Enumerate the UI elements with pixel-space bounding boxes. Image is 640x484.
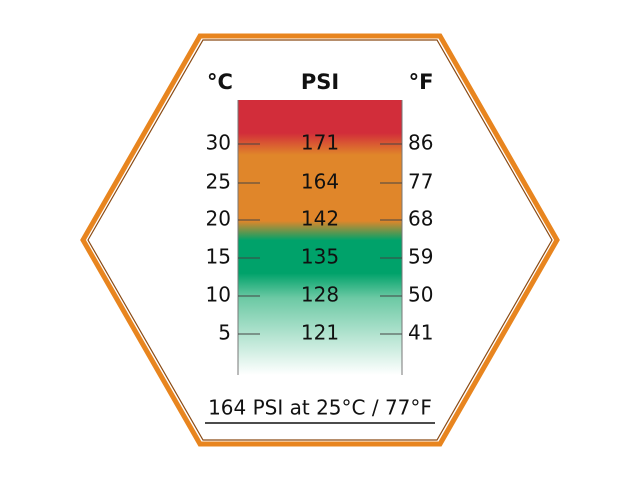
fahrenheit-value: 50 bbox=[408, 283, 433, 307]
celsius-value: 10 bbox=[206, 283, 231, 307]
psi-value: 164 bbox=[301, 170, 339, 194]
celsius-value: 20 bbox=[206, 207, 231, 231]
celsius-value: 5 bbox=[218, 321, 231, 345]
fahrenheit-value: 59 bbox=[408, 245, 433, 269]
psi-value: 171 bbox=[301, 131, 339, 155]
caption: 164 PSI at 25°C / 77°F bbox=[208, 396, 432, 420]
celsius-value: 30 bbox=[206, 131, 231, 155]
psi-value: 128 bbox=[301, 283, 339, 307]
fahrenheit-value: 41 bbox=[408, 321, 433, 345]
psi-value: 135 bbox=[301, 245, 339, 269]
header-psi: PSI bbox=[301, 70, 339, 94]
fahrenheit-value: 86 bbox=[408, 131, 433, 155]
fahrenheit-value: 68 bbox=[408, 207, 433, 231]
pressure-band bbox=[238, 100, 402, 375]
celsius-value: 15 bbox=[206, 245, 231, 269]
hexagon-inner bbox=[87, 39, 553, 441]
rows: 30 171 86 25 164 77 20 142 68 15 135 59 10 128 50 5 121 4… bbox=[206, 131, 434, 345]
fahrenheit-value: 77 bbox=[408, 170, 433, 194]
celsius-value: 25 bbox=[206, 170, 231, 194]
psi-value: 121 bbox=[301, 321, 339, 345]
psi-value: 142 bbox=[301, 207, 339, 231]
header-celsius: °C bbox=[207, 70, 233, 94]
header-fahrenheit: °F bbox=[409, 70, 434, 94]
